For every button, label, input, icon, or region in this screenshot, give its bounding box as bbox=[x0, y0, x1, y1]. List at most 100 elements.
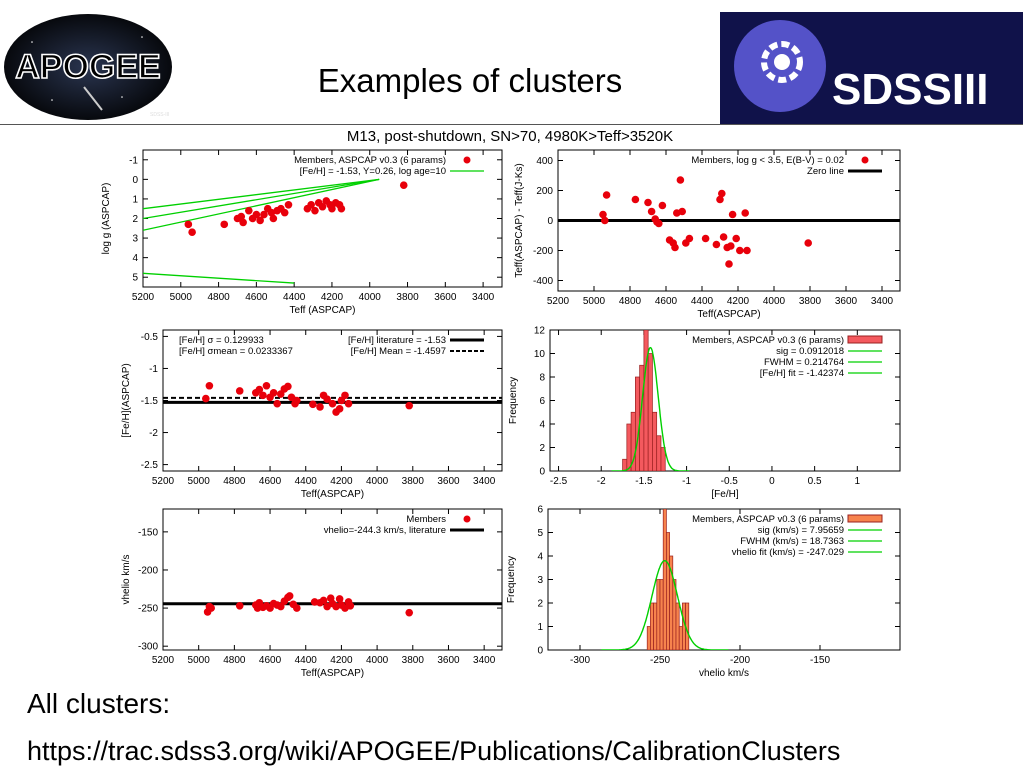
y-tick-label: -300 bbox=[138, 642, 158, 653]
data-point bbox=[337, 204, 346, 213]
data-point bbox=[601, 216, 609, 225]
data-point bbox=[184, 220, 193, 229]
x-tick-label: 5000 bbox=[583, 296, 606, 307]
histogram-bar bbox=[622, 458, 628, 471]
histogram-bar bbox=[653, 602, 658, 650]
y-tick-label: -250 bbox=[138, 604, 158, 615]
y-tick-label: 6 bbox=[539, 396, 545, 407]
x-tick-label: 4600 bbox=[245, 292, 268, 303]
x-tick-label: 3600 bbox=[835, 296, 858, 307]
data-point bbox=[341, 391, 349, 400]
data-point bbox=[727, 242, 735, 250]
plot-frame bbox=[549, 329, 901, 472]
data-point bbox=[602, 191, 611, 199]
histogram-bar bbox=[626, 423, 632, 471]
data-point bbox=[405, 401, 414, 410]
data-point bbox=[276, 602, 285, 611]
y-tick-label: -200 bbox=[533, 246, 553, 257]
x-tick-label: 4200 bbox=[727, 296, 750, 307]
y-tick-label: -1 bbox=[129, 155, 138, 166]
data-point bbox=[736, 246, 744, 255]
data-point bbox=[220, 220, 229, 229]
legend-entry: Members, ASPCAP v0.3 (6 params) bbox=[294, 155, 446, 166]
data-point bbox=[205, 381, 214, 390]
x-tick-label: 3800 bbox=[402, 655, 425, 666]
histogram-bar bbox=[675, 602, 680, 650]
sdss-logo-text: SDSSIII bbox=[832, 65, 989, 114]
data-point bbox=[328, 204, 336, 213]
x-tick-label: 3400 bbox=[472, 292, 495, 303]
gaussian-fit-line bbox=[611, 346, 690, 471]
legend-sample bbox=[463, 515, 471, 523]
x-tick-label: 3400 bbox=[871, 296, 894, 307]
data-point bbox=[239, 218, 247, 227]
histogram-bar bbox=[666, 532, 670, 650]
legend-entry: FWHM (km/s) = 18.7363 bbox=[740, 536, 844, 547]
data-point bbox=[719, 233, 728, 241]
x-tick-label: -200 bbox=[730, 655, 750, 666]
data-point bbox=[741, 209, 749, 217]
chart-figure: 5200 5000 4800 4600 4400 4200 4000 3800 3600 3400… bbox=[101, 149, 901, 679]
plot-frame bbox=[547, 508, 901, 651]
legend-sample bbox=[861, 156, 869, 164]
histogram-bar bbox=[643, 330, 649, 471]
x-tick-label: 4400 bbox=[295, 476, 318, 487]
x-tick-label: 3800 bbox=[799, 296, 822, 307]
legend-entry: [Fe/H] literature = -1.53 bbox=[348, 335, 446, 346]
x-tick-label: 4600 bbox=[655, 296, 678, 307]
chart-p1: 5200 5000 4800 4600 4400 4200 4000 3800 3600 3400… bbox=[101, 149, 503, 316]
chart-p6: -300 -250 -200 -150 0 1 2 3 4 5 6 vhelio km/s Freque… bbox=[506, 505, 901, 679]
y-tick-label: 0 bbox=[537, 646, 543, 657]
data-point bbox=[273, 399, 281, 408]
data-point bbox=[344, 399, 353, 408]
x-tick-label: 4800 bbox=[619, 296, 642, 307]
data-point bbox=[259, 391, 267, 400]
legend-entry: sig (km/s) = 7.95659 bbox=[758, 525, 844, 536]
data-point bbox=[269, 389, 278, 397]
x-axis-label: vhelio km/s bbox=[699, 668, 749, 679]
data-point bbox=[252, 210, 261, 219]
y-tick-label: 2 bbox=[537, 599, 543, 610]
x-tick-label: 3400 bbox=[473, 476, 496, 487]
y-axis-label: log g (ASPCAP) bbox=[101, 183, 112, 255]
y-tick-label: 3 bbox=[537, 575, 543, 586]
chart-p2: 5200 5000 4800 4600 4400 4200 4000 3800 3600 3400… bbox=[514, 149, 901, 320]
isochrone-line bbox=[143, 178, 380, 220]
legend-entry: [Fe/H] σmean = 0.0233367 bbox=[179, 346, 293, 357]
data-point bbox=[307, 201, 315, 209]
x-tick-label: 3600 bbox=[437, 655, 460, 666]
legend-entry: [Fe/H] σ = 0.129933 bbox=[179, 335, 264, 346]
data-point bbox=[309, 400, 317, 409]
figure-title: M13, post-shutdown, SN>70, 4980K>Teff>35… bbox=[346, 128, 674, 145]
data-point bbox=[245, 206, 253, 215]
y-tick-label: 10 bbox=[534, 349, 546, 360]
data-point bbox=[316, 403, 324, 411]
x-tick-label: 5200 bbox=[547, 296, 570, 307]
data-point bbox=[202, 394, 210, 403]
x-tick-label: 4600 bbox=[259, 476, 282, 487]
data-point bbox=[284, 201, 293, 209]
legend-entry: Members bbox=[406, 514, 446, 525]
histogram-bar bbox=[647, 353, 653, 471]
data-point bbox=[716, 195, 724, 204]
data-point bbox=[676, 176, 685, 184]
data-point bbox=[319, 596, 328, 605]
plot-frame bbox=[162, 508, 503, 651]
data-point bbox=[311, 206, 319, 215]
data-point bbox=[260, 210, 268, 219]
data-point bbox=[732, 234, 740, 243]
x-tick-label: -1.5 bbox=[635, 476, 653, 487]
apogee-logo-text: APOGEE bbox=[15, 48, 160, 86]
footer-text: All clusters: bbox=[27, 688, 171, 719]
data-point bbox=[269, 214, 278, 223]
x-tick-label: 5000 bbox=[170, 292, 193, 303]
legend: Members, log g < 3.5, E(B-V) = 0.02Zero … bbox=[691, 155, 882, 177]
x-tick-label: 3600 bbox=[437, 476, 460, 487]
data-point bbox=[678, 207, 686, 216]
legend-entry: Members, ASPCAP v0.3 (6 params) bbox=[692, 335, 844, 346]
y-tick-label: 1 bbox=[537, 622, 543, 633]
footer-link[interactable]: https://trac.sdss3.org/wiki/APOGEE/Publi… bbox=[27, 736, 841, 766]
legend-entry: FWHM = 0.214764 bbox=[764, 357, 844, 368]
data-point bbox=[255, 385, 264, 394]
y-tick-label: -400 bbox=[533, 276, 553, 287]
